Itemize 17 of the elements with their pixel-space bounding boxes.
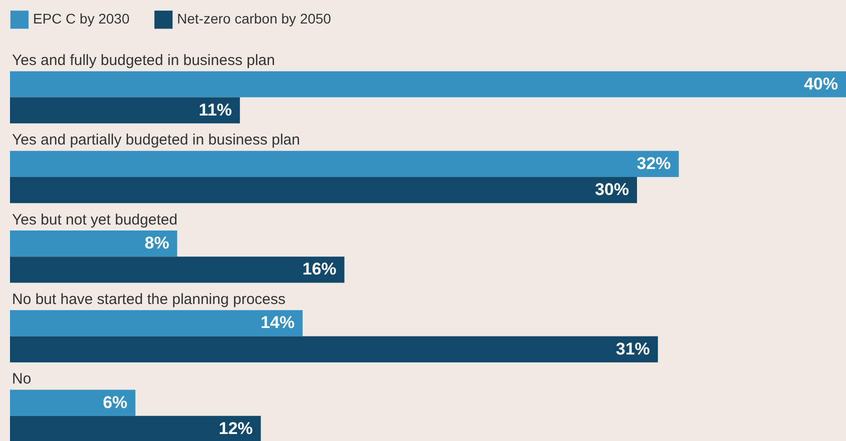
data-label: 16%: [302, 260, 336, 279]
y-tick-label: Yes but not yet budgeted: [12, 211, 178, 228]
y-tick-label: Yes and partially budgeted in business plan: [12, 132, 300, 149]
data-label: 12%: [218, 418, 253, 438]
y-tick-label: No but have started the planning process: [12, 291, 286, 308]
data-label: 11%: [198, 100, 232, 120]
data-label: 32%: [636, 154, 671, 173]
data-label: 6%: [102, 392, 128, 412]
legend-label: Net-zero carbon by 2050: [177, 10, 332, 27]
data-label: 30%: [594, 180, 629, 200]
data-label: 8%: [144, 234, 170, 253]
data-label: 31%: [616, 339, 650, 358]
y-tick-label: No: [12, 370, 32, 388]
data-label: 14%: [260, 313, 295, 332]
y-tick-label: Yes and fully budgeted in business plan: [12, 52, 275, 70]
legend-label: EPC C by 2030: [33, 10, 130, 27]
data-label: 40%: [804, 74, 838, 94]
